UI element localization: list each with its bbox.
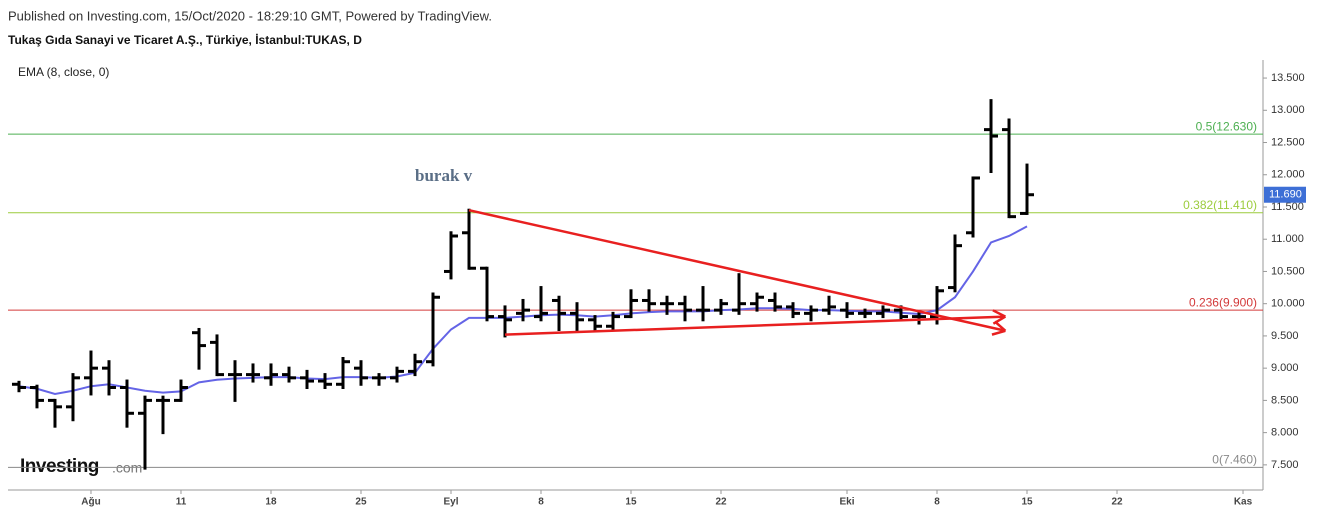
annotation: burak v [415, 166, 473, 185]
x-tick-label: Eyl [443, 497, 458, 508]
last-price-box [1264, 186, 1306, 203]
y-tick-label: 9.000 [1271, 362, 1299, 374]
x-tick-label: 22 [1111, 497, 1123, 508]
published-note: Published on Investing.com, 15/Oct/2020 … [8, 8, 492, 23]
x-tick-label: 25 [355, 497, 367, 508]
x-tick-label: 8 [538, 497, 544, 508]
x-tick-label: 15 [625, 497, 637, 508]
arrow-head [992, 315, 1007, 325]
arrow-head [992, 309, 1006, 318]
x-tick-label: 22 [715, 497, 727, 508]
y-tick-label: 12.500 [1271, 136, 1305, 148]
y-tick-label: 7.500 [1271, 459, 1299, 471]
level-label: 0.236(9.900) [1189, 295, 1257, 309]
y-tick-label: 9.500 [1271, 330, 1299, 342]
y-tick-label: 11.000 [1271, 233, 1304, 245]
x-tick-label: 8 [934, 497, 940, 508]
chart-title: Tukaş Gıda Sanayi ve Ticaret A.Ş., Türki… [8, 32, 362, 47]
y-tick-label: 10.500 [1271, 265, 1305, 277]
level-label: 0.5(12.630) [1196, 119, 1257, 133]
x-tick-label: 18 [265, 497, 277, 508]
trend-line [504, 315, 1006, 336]
x-tick-label: 11 [176, 497, 187, 508]
level-label: 0.382(11.410) [1183, 198, 1257, 212]
arrow-head [991, 329, 1006, 336]
y-tick-label: 10.000 [1271, 298, 1305, 310]
y-tick-label: 13.500 [1271, 72, 1305, 84]
x-tick-label: Ağu [81, 497, 100, 508]
level-label: 0(7.460) [1212, 453, 1257, 467]
y-tick-label: 12.000 [1271, 169, 1305, 181]
logo-brand: Investing [20, 456, 99, 477]
x-tick-label: Eki [839, 497, 854, 508]
y-tick-label: 8.500 [1271, 394, 1299, 406]
trend-line [468, 208, 1006, 332]
y-tick-label: 13.000 [1271, 104, 1305, 116]
x-tick-label: Kas [1234, 497, 1253, 508]
y-tick-label: 11.500 [1271, 201, 1304, 213]
indicator-label: EMA (8, close, 0) [18, 65, 109, 79]
y-tick-label: 8.000 [1271, 427, 1299, 439]
x-tick-label: 15 [1021, 497, 1033, 508]
last-price-label: 11.690 [1269, 189, 1302, 201]
